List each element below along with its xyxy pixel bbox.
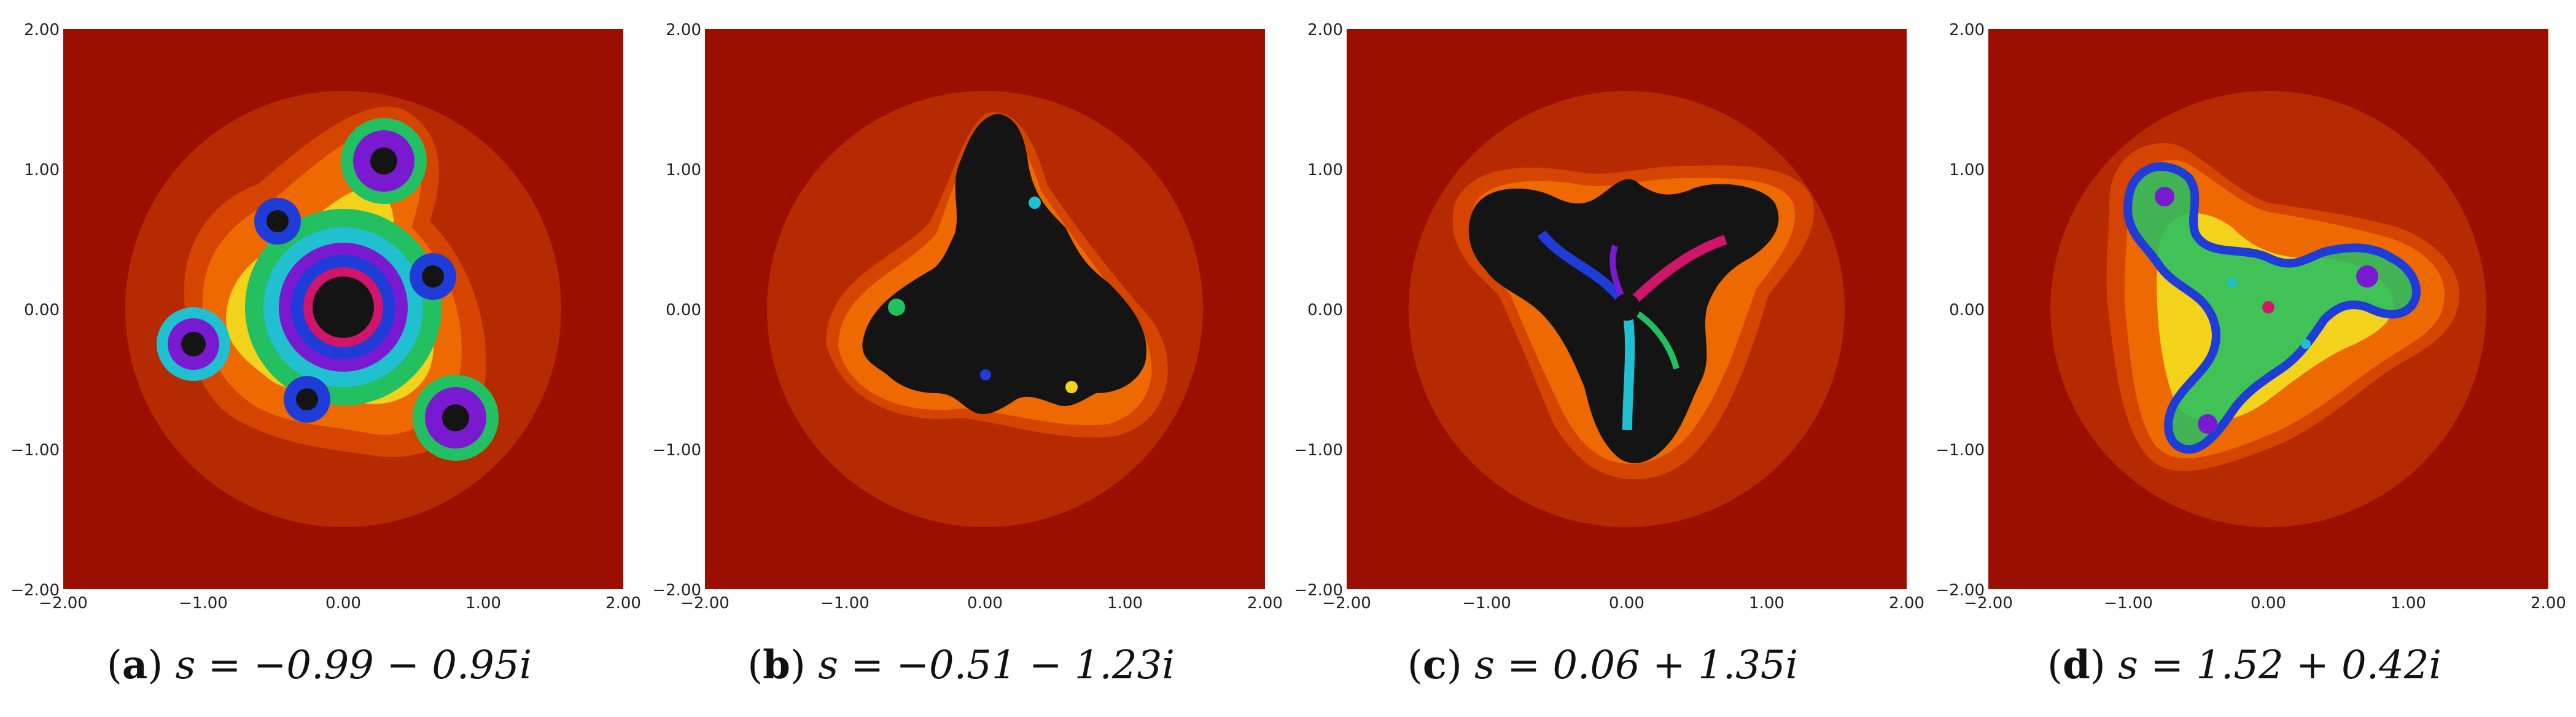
y-axis-d: 2.00 1.00 0.00 −1.00 −2.00 <box>1936 21 1985 600</box>
panel-b: 2.00 1.00 0.00 −1.00 −2.00 −2.00 −1.00 0… <box>642 0 1283 717</box>
y-tick: −2.00 <box>1294 581 1343 600</box>
panel-label: c <box>1422 642 1447 688</box>
caption-c: (c) s = 0.06 + 1.35i <box>1407 642 1799 688</box>
x-tick: −1.00 <box>2104 594 2153 613</box>
fractal-d <box>2123 162 2421 454</box>
y-tick: 1.00 <box>1307 161 1343 179</box>
plot-c: 2.00 1.00 0.00 −1.00 −2.00 −2.00 −1.00 0… <box>1294 21 1924 613</box>
x-tick: −2.00 <box>1964 594 2013 613</box>
x-tick: −1.00 <box>820 594 870 613</box>
y-tick: −1.00 <box>10 441 60 460</box>
plot-a: 2.00 1.00 0.00 −1.00 −2.00 −2.00 −1.00 0… <box>10 21 641 613</box>
y-tick: −2.00 <box>10 581 60 600</box>
panel-label: a <box>122 642 148 688</box>
x-tick: 1.00 <box>2391 594 2426 613</box>
x-axis-a: −2.00 −1.00 0.00 1.00 2.00 <box>39 594 641 613</box>
y-tick: 2.00 <box>666 21 701 39</box>
caption-b: (b) s = −0.51 − 1.23i <box>747 642 1175 688</box>
panel-label: b <box>763 642 790 688</box>
x-tick: 0.00 <box>1609 594 1644 613</box>
plot-d: 2.00 1.00 0.00 −1.00 −2.00 −2.00 −1.00 0… <box>1936 21 2566 613</box>
x-axis-c: −2.00 −1.00 0.00 1.00 2.00 <box>1322 594 1924 613</box>
fractal-c <box>1468 179 1779 463</box>
y-tick: 1.00 <box>666 161 701 179</box>
y-tick: 2.00 <box>1307 21 1343 39</box>
x-tick: 1.00 <box>1749 594 1784 613</box>
panel-d: 2.00 1.00 0.00 −1.00 −2.00 −2.00 −1.00 0… <box>1925 0 2566 717</box>
y-tick: 0.00 <box>1949 301 1985 319</box>
y-tick: 1.00 <box>1949 161 1985 179</box>
y-tick: −1.00 <box>1936 441 1985 460</box>
y-tick: −1.00 <box>652 441 701 460</box>
x-tick: 1.00 <box>465 594 501 613</box>
y-tick: 0.00 <box>1307 301 1343 319</box>
x-tick: −1.00 <box>1462 594 1511 613</box>
plot-b: 2.00 1.00 0.00 −1.00 −2.00 −2.00 −1.00 0… <box>652 21 1283 613</box>
x-tick: 2.00 <box>1247 594 1283 613</box>
y-tick: 2.00 <box>24 21 60 39</box>
y-tick: 2.00 <box>1949 21 1985 39</box>
fractal-a <box>157 118 499 461</box>
panel-label: d <box>2062 642 2090 688</box>
y-axis-a: 2.00 1.00 0.00 −1.00 −2.00 <box>10 21 60 600</box>
y-tick: 0.00 <box>24 301 60 319</box>
y-axis-b: 2.00 1.00 0.00 −1.00 −2.00 <box>652 21 701 600</box>
y-axis-c: 2.00 1.00 0.00 −1.00 −2.00 <box>1294 21 1343 600</box>
x-tick: 2.00 <box>1889 594 1924 613</box>
panel-a: 2.00 1.00 0.00 −1.00 −2.00 −2.00 −1.00 0… <box>0 0 641 717</box>
caption-d: (d) s = 1.52 + 0.42i <box>2047 642 2442 688</box>
caption-a: (a) s = −0.99 − 0.95i <box>106 642 532 688</box>
panel-equation: s = −0.51 − 1.23i <box>818 643 1175 688</box>
x-axis-b: −2.00 −1.00 0.00 1.00 2.00 <box>680 594 1283 613</box>
x-tick: 0.00 <box>967 594 1003 613</box>
x-tick: 2.00 <box>605 594 641 613</box>
y-tick: −2.00 <box>1936 581 1985 600</box>
x-tick: −2.00 <box>39 594 88 613</box>
y-tick: −2.00 <box>652 581 701 600</box>
panel-equation: s = 1.52 + 0.42i <box>2118 643 2442 688</box>
y-tick: 1.00 <box>24 161 60 179</box>
x-tick: −2.00 <box>680 594 730 613</box>
x-axis-d: −2.00 −1.00 0.00 1.00 2.00 <box>1964 594 2566 613</box>
x-tick: 1.00 <box>1107 594 1143 613</box>
x-tick: −2.00 <box>1322 594 1371 613</box>
panel-equation: s = −0.99 − 0.95i <box>175 643 532 688</box>
y-tick: −1.00 <box>1294 441 1343 460</box>
x-tick: 2.00 <box>2531 594 2566 613</box>
panel-equation: s = 0.06 + 1.35i <box>1474 643 1799 688</box>
x-tick: 0.00 <box>325 594 361 613</box>
fractal-b <box>862 114 1146 414</box>
x-tick: −1.00 <box>179 594 228 613</box>
x-tick: 0.00 <box>2251 594 2286 613</box>
panel-c: 2.00 1.00 0.00 −1.00 −2.00 −2.00 −1.00 0… <box>1283 0 1924 717</box>
y-tick: 0.00 <box>666 301 701 319</box>
